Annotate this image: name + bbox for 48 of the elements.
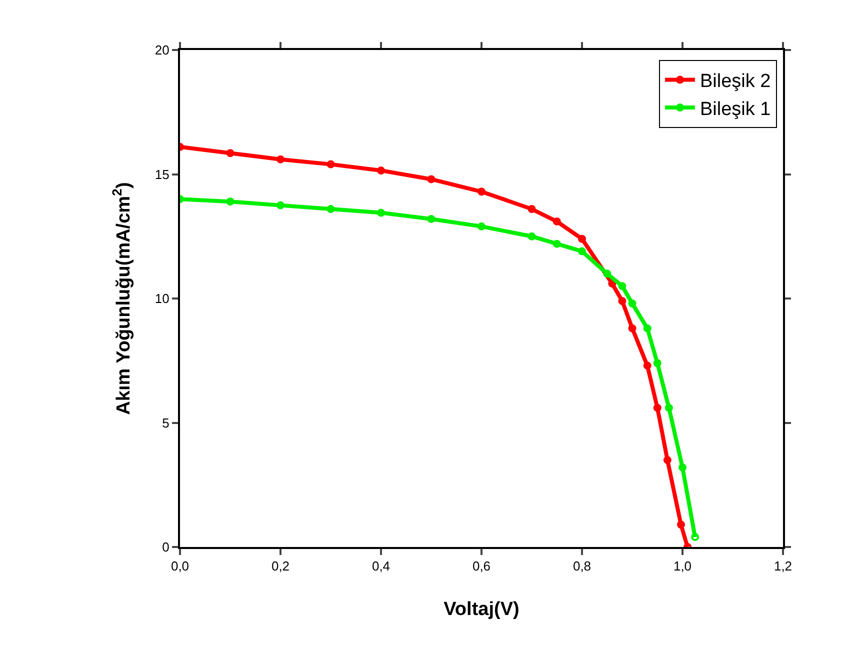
point: [478, 222, 486, 230]
point: [276, 155, 284, 164]
point: [653, 404, 662, 412]
point: [276, 201, 284, 210]
x-tick-label: 0,6: [472, 558, 491, 574]
point: [226, 149, 234, 158]
point: [226, 198, 234, 206]
legend-label: Bileşik 2: [700, 71, 771, 92]
point: [326, 160, 335, 168]
x-tick-label: 0,4: [372, 558, 390, 574]
point: [377, 208, 385, 217]
point: [578, 234, 586, 243]
point: [618, 296, 626, 305]
point: [552, 240, 561, 248]
y-tick-label: 5: [162, 415, 170, 430]
x-tick-label: 0,2: [271, 558, 290, 574]
point: [676, 520, 685, 529]
x-axis-title: Voltaj(V): [444, 599, 520, 620]
point: [377, 166, 385, 175]
point: [643, 324, 652, 332]
point: [528, 232, 536, 240]
point: [691, 533, 700, 542]
y-tick-label: 0: [162, 540, 170, 555]
x-tick-label: 0,0: [170, 558, 190, 574]
point: [528, 205, 536, 214]
y-tick-label: 20: [154, 42, 170, 58]
point: [478, 188, 486, 196]
point: [628, 324, 636, 332]
point: [326, 205, 335, 214]
x-tick-label: 1,0: [673, 558, 692, 574]
point: [628, 299, 636, 308]
point: [578, 247, 586, 256]
point: [608, 280, 616, 288]
y-tick-label: 10: [154, 291, 170, 306]
point: [552, 217, 561, 226]
point: [603, 270, 612, 278]
point: [427, 175, 436, 184]
point: [427, 214, 436, 223]
x-tick-label: 0,8: [572, 558, 592, 574]
point: [664, 404, 673, 412]
point: [663, 456, 672, 464]
y-tick-label: 15: [154, 166, 170, 182]
x-tick-label: 1,2: [774, 558, 792, 574]
point: [643, 362, 652, 370]
point: [678, 463, 686, 472]
point: [653, 359, 662, 368]
point: [618, 282, 626, 290]
legend-label: Bileşik 1: [700, 98, 771, 120]
